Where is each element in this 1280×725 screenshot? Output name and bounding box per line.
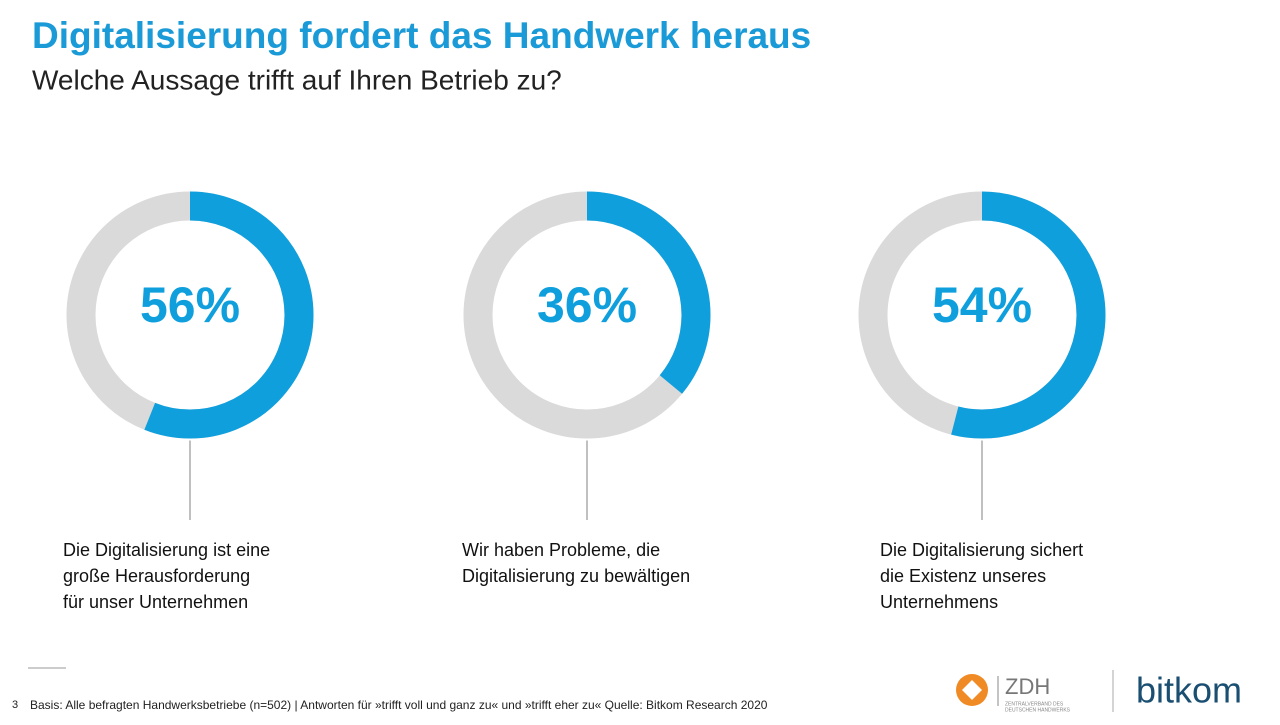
title: Digitalisierung fordert das Handwerk her…: [32, 15, 811, 56]
zdh-icon-mark: [962, 680, 982, 700]
caption: Die Digitalisierung sichert: [880, 540, 1083, 560]
donut-arc: [463, 191, 711, 439]
subtitle: Welche Aussage trifft auf Ihren Betrieb …: [32, 64, 562, 95]
zdh-logo: ZDH: [1005, 674, 1050, 699]
page-number: 3: [12, 699, 18, 711]
donut-arc: [858, 191, 1106, 439]
footnote: Basis: Alle befragten Handwerksbetriebe …: [30, 698, 768, 712]
caption: Digitalisierung zu bewältigen: [462, 566, 690, 586]
bitkom-logo: bitkom: [1136, 670, 1242, 711]
zdh-logo-sub: ZENTRALVERBAND DES: [1005, 701, 1064, 707]
value-label: 54%: [932, 277, 1032, 333]
caption: große Herausforderung: [63, 566, 250, 586]
caption: Wir haben Probleme, die: [462, 540, 660, 560]
zdh-logo-sub: DEUTSCHEN HANDWERKS: [1005, 707, 1071, 713]
caption: Die Digitalisierung ist eine: [63, 540, 270, 560]
caption: für unser Unternehmen: [63, 592, 248, 612]
caption: Unternehmens: [880, 592, 998, 612]
value-label: 36%: [537, 277, 637, 333]
caption: die Existenz unseres: [880, 566, 1046, 586]
donut-arc: [66, 191, 314, 439]
value-label: 56%: [140, 277, 240, 333]
